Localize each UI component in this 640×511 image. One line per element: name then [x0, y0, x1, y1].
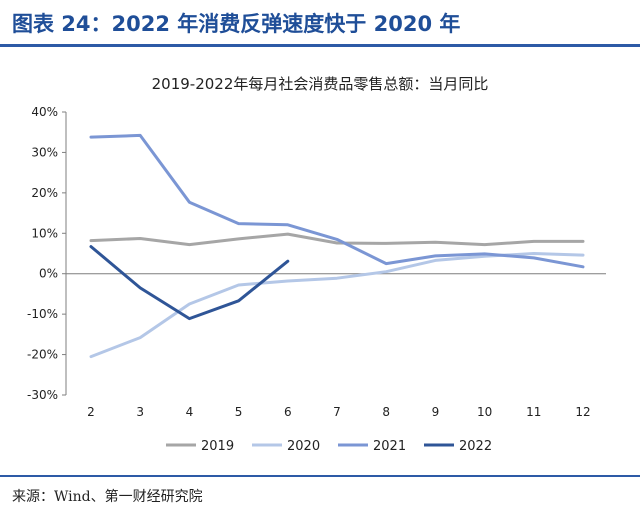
y-tick-label: -20% — [27, 348, 58, 362]
line-chart: 2019-2022年每月社会消费品零售总额：当月同比 40% 30% 20% 10% 0… — [27, 75, 606, 454]
legend-label-2021: 2021 — [373, 439, 406, 454]
source-note: 来源：Wind、第一财经研究院 — [12, 489, 203, 505]
x-tick-label: 3 — [136, 405, 144, 419]
figure-title: 图表 24：2022 年消费反弹速度快于 2020 年 — [12, 12, 461, 36]
legend-label-2022: 2022 — [459, 439, 492, 454]
x-tick-label: 10 — [477, 405, 492, 419]
x-tick-label: 9 — [432, 405, 440, 419]
y-tick-label: 10% — [31, 226, 58, 240]
legend-label-2019: 2019 — [201, 439, 234, 454]
x-tick-label: 5 — [235, 405, 243, 419]
legend-label-2020: 2020 — [287, 439, 320, 454]
series-line-2020 — [89, 252, 585, 359]
y-tick-label: 0% — [39, 267, 58, 281]
x-tick-label: 4 — [186, 405, 194, 419]
y-tick-label: 40% — [31, 105, 58, 119]
x-tick-label: 11 — [526, 405, 541, 419]
chart-container: 2019-2022年每月社会消费品零售总额：当月同比 40% 30% 20% 10% 0… — [0, 52, 640, 470]
y-tick-label: -30% — [27, 388, 58, 402]
x-tick-label: 2 — [87, 405, 95, 419]
x-tick-label: 6 — [284, 405, 292, 419]
chart-title: 2019-2022年每月社会消费品零售总额：当月同比 — [152, 75, 489, 93]
y-tick-label: -10% — [27, 307, 58, 321]
x-tick-label: 12 — [575, 405, 590, 419]
series-line-2022 — [89, 245, 290, 321]
x-tick-label: 8 — [382, 405, 390, 419]
bottom-rule — [0, 475, 640, 477]
series-line-2019 — [89, 232, 585, 247]
y-tick-label: 30% — [31, 145, 58, 159]
x-tick-label: 7 — [333, 405, 341, 419]
title-rule — [0, 44, 640, 47]
y-tick-label: 20% — [31, 186, 58, 200]
series-line-2021 — [89, 133, 585, 269]
